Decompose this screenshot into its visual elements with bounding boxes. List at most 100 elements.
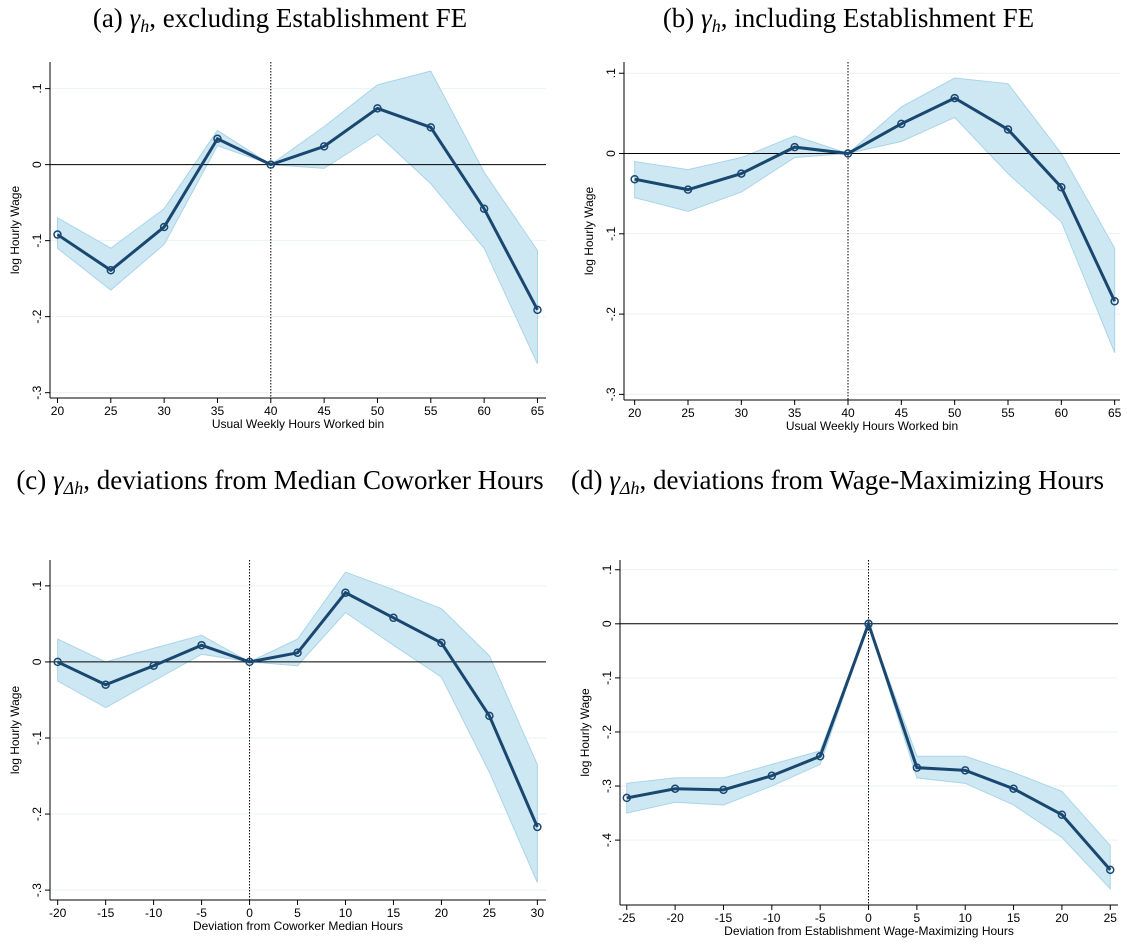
estimate-line (634, 96, 1117, 302)
point-marker (293, 648, 302, 658)
x-tick-label: 25 (681, 406, 695, 420)
point-marker (630, 174, 639, 184)
x-tick-label: 45 (895, 406, 909, 420)
x-tick-label: -5 (815, 911, 826, 925)
estimate-line (56, 106, 539, 311)
y-tick-label: .1 (604, 68, 618, 78)
point-marker (843, 149, 853, 158)
point-marker (319, 142, 329, 151)
chart-title: (d) γΔh, deviations from Wage-Maximizing… (548, 464, 1127, 497)
x-tick-label: -20 (666, 911, 684, 925)
point-marker (864, 619, 873, 629)
point-marker (53, 657, 62, 667)
point-marker (373, 104, 382, 113)
confidence-band (634, 77, 1116, 353)
title-text: , including Establishment FE (720, 3, 1035, 33)
estimate-line (57, 590, 539, 828)
x-tick-label: -25 (618, 911, 636, 925)
x-tick-label: -15 (715, 911, 733, 925)
x-tick-label: 35 (788, 406, 802, 420)
y-tick-label: -.3 (30, 385, 44, 399)
x-tick-label: 30 (157, 404, 171, 418)
y-tick-label: 0 (30, 161, 44, 168)
x-axis-title: Deviation from Coworker Median Hours (193, 919, 403, 933)
point-marker (389, 613, 398, 623)
y-tick-label: -.1 (600, 671, 614, 685)
point-marker (213, 134, 222, 144)
x-tick-label: 50 (371, 404, 385, 418)
x-tick-label: 5 (914, 911, 921, 925)
y-tick-label: -.2 (604, 307, 618, 321)
point-marker (245, 657, 254, 667)
confidence-band (626, 622, 1111, 891)
x-tick-label: 60 (477, 404, 491, 418)
x-tick-label: 20 (51, 404, 65, 418)
confidence-band (56, 70, 538, 365)
x-tick-label: 5 (294, 906, 301, 920)
point-marker (159, 222, 169, 232)
y-tick-label: -.3 (30, 883, 44, 897)
point-marker (912, 763, 922, 772)
title-label: (d) (571, 465, 603, 495)
title-text: , excluding Establishment FE (149, 3, 468, 33)
point-marker (622, 793, 632, 803)
x-tick-label: 65 (1108, 406, 1122, 420)
x-tick-label: 55 (424, 404, 438, 418)
y-axis-title: log Hourly Wage (8, 686, 22, 775)
title-subscript: Δh (63, 478, 84, 498)
title-label: (a) (92, 3, 123, 33)
y-tick-label: .1 (600, 564, 614, 574)
x-axis-title: Usual Weekly Hours Worked bin (212, 417, 384, 431)
title-symbol: γ (609, 465, 620, 495)
point-marker (485, 711, 494, 721)
point-marker (670, 784, 680, 793)
point-marker (719, 785, 728, 795)
x-tick-label: 0 (865, 911, 872, 925)
point-marker (767, 771, 777, 781)
point-marker (149, 661, 158, 670)
confidence-band (57, 571, 538, 883)
point-marker (737, 169, 746, 178)
point-marker (1003, 125, 1013, 134)
y-tick-label: 0 (604, 150, 618, 157)
x-tick-label: 30 (735, 406, 749, 420)
chart-title: (b) γh, including Establishment FE (570, 2, 1127, 36)
title-label: (c) (16, 465, 47, 495)
x-axis-title: Usual Weekly Hours Worked bin (786, 419, 958, 433)
x-tick-label: 25 (104, 404, 118, 418)
x-tick-label: -15 (97, 906, 115, 920)
y-tick-label: 0 (600, 620, 614, 627)
x-tick-label: 40 (264, 404, 278, 418)
chart-title: (a) γh, excluding Establishment FE (0, 2, 560, 36)
point-marker (53, 230, 62, 239)
point-marker (479, 204, 489, 213)
x-tick-label: 25 (1104, 911, 1118, 925)
y-tick-label: -.4 (600, 833, 614, 847)
x-tick-label: 10 (339, 906, 353, 920)
x-tick-label: 25 (483, 906, 497, 920)
title-text: , deviations from Wage-Maximizing Hours (639, 465, 1104, 495)
x-tick-label: 20 (628, 406, 642, 420)
x-tick-label: 50 (948, 406, 962, 420)
point-marker (533, 822, 542, 832)
title-subscript: h (711, 16, 721, 36)
point-marker (683, 185, 693, 194)
title-subscript: h (140, 16, 150, 36)
point-marker (426, 123, 436, 132)
y-axis-title: log Hourly Wage (582, 187, 596, 276)
x-tick-label: 20 (435, 906, 449, 920)
y-tick-label: -.2 (30, 807, 44, 821)
y-tick-label: -.2 (600, 725, 614, 739)
y-tick-label: .1 (30, 581, 44, 591)
point-marker (950, 93, 959, 103)
y-tick-label: -.3 (604, 387, 618, 401)
point-marker (1057, 810, 1067, 819)
title-label: (b) (662, 3, 695, 33)
x-tick-label: 30 (531, 906, 545, 920)
point-marker (960, 766, 970, 775)
y-tick-label: -.1 (30, 233, 44, 247)
point-marker (1009, 784, 1018, 793)
point-marker (790, 142, 799, 152)
